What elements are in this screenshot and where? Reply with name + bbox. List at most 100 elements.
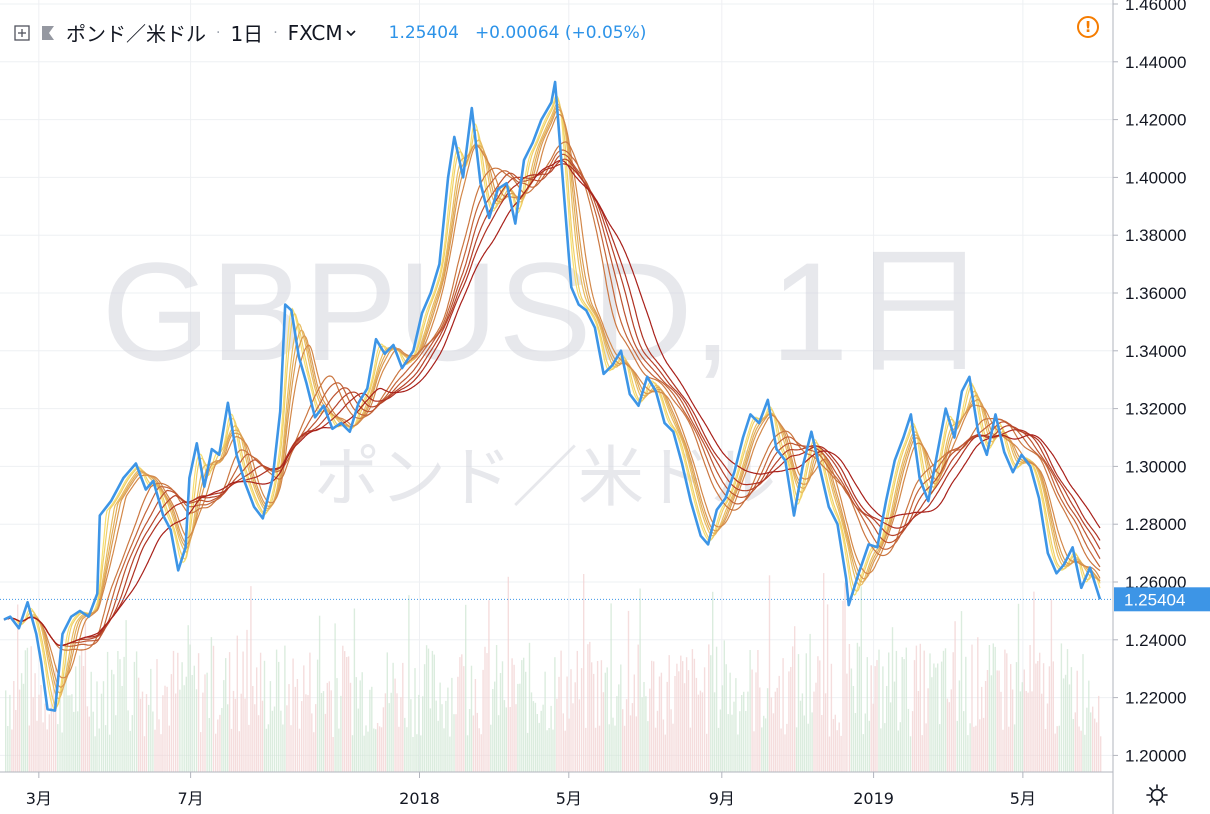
volume-bar (689, 727, 692, 772)
volume-bar (1019, 691, 1022, 772)
price-axis[interactable]: 1.46000 1.44000 1.42000 1.40000 1.38000 1.360… (1112, 0, 1210, 772)
volume-bar (221, 708, 223, 772)
volume-bar (478, 728, 480, 772)
volume-bar (1011, 689, 1014, 772)
volume-bar (622, 709, 624, 772)
volume-bar (369, 689, 371, 772)
volume-bar (187, 625, 189, 772)
gear-icon[interactable] (1145, 783, 1169, 807)
volume-bar (544, 671, 546, 772)
volume-bar (111, 669, 113, 772)
volume-bar (172, 650, 175, 772)
volume-bar (63, 672, 65, 772)
volume-bar (741, 695, 743, 772)
flag-icon[interactable] (40, 25, 56, 41)
volume-bar (905, 647, 907, 772)
volume-bar (799, 700, 802, 772)
volume-bar (1098, 695, 1100, 772)
volume-bar (753, 731, 755, 772)
volume-bar (398, 726, 400, 772)
volume-bar (332, 737, 334, 772)
volume-bar (542, 704, 544, 772)
volume-bar (503, 700, 506, 772)
volume-bar (969, 723, 971, 772)
volume-bar (5, 690, 7, 772)
volume-bar (439, 682, 441, 772)
volume-bar (433, 654, 435, 772)
volume-bar (380, 727, 383, 772)
volume-bar (610, 603, 612, 772)
volume-bar (572, 703, 574, 772)
volume-bar (303, 665, 305, 772)
volume-bar (858, 646, 861, 772)
volume-bar (170, 674, 173, 772)
volume-bar (445, 700, 447, 772)
volume-bar (459, 657, 461, 772)
volume-bar (298, 728, 301, 772)
volume-bar (682, 661, 684, 772)
warning-icon[interactable]: ! (1077, 16, 1099, 38)
exchange-label[interactable]: FXCM (287, 20, 343, 45)
volume-bar (645, 696, 647, 772)
interval-label[interactable]: 1日 (230, 22, 264, 46)
y-tick-label: 1.26000 (1125, 573, 1186, 592)
volume-bar (472, 715, 475, 772)
volume-bar (990, 675, 993, 772)
volume-bar (507, 576, 509, 772)
volume-bar (786, 723, 788, 772)
volume-bar (685, 657, 688, 772)
volume-bar (88, 716, 90, 772)
volume-bar (476, 712, 478, 772)
volume-bar (123, 656, 125, 772)
volume-bar (453, 714, 455, 772)
volume-bar (44, 703, 46, 772)
volume-bar (468, 709, 471, 772)
volume-bar (660, 672, 663, 772)
y-tick-label: 1.24000 (1125, 631, 1186, 650)
volume-bar (948, 702, 950, 772)
volume-bar (532, 701, 535, 772)
symbol-name[interactable]: ポンド／米ドル (66, 22, 206, 46)
ma-line (3, 163, 1101, 647)
volume-bar (75, 666, 77, 772)
volume-bar (1078, 726, 1080, 772)
volume-bar (78, 655, 81, 772)
crosshair-add-icon[interactable] (14, 24, 30, 41)
volume-bar (809, 633, 811, 772)
volume-bar (185, 676, 187, 772)
volume-bar (988, 645, 991, 772)
volume-bar (664, 734, 666, 772)
volume-bar (662, 719, 665, 772)
price-line[interactable] (3, 80, 1102, 712)
volume-bar (1052, 661, 1054, 772)
volume-bar (1068, 684, 1071, 772)
volume-bar (290, 725, 292, 772)
volume-bar (461, 654, 463, 772)
volume-bar (933, 663, 935, 772)
volume-bar (269, 681, 272, 772)
volume-bar (423, 664, 426, 772)
volume-bar (9, 694, 11, 772)
volume-bar (568, 718, 570, 772)
volume-bar (608, 724, 610, 772)
volume-bar (580, 668, 583, 772)
volume-bar (1084, 734, 1086, 772)
chevron-down-icon[interactable] (345, 25, 357, 41)
x-tick-label: 2019 (853, 789, 894, 808)
y-tick-label: 1.42000 (1125, 111, 1186, 130)
volume-bar (154, 729, 156, 772)
time-axis[interactable]: 3月 7月 2018 5月 9月 2019 5月 (0, 771, 1210, 814)
volume-bar (994, 646, 996, 772)
volume-bar (915, 645, 918, 772)
volume-bar (1025, 691, 1027, 772)
volume-bar (396, 693, 398, 772)
volume-bar (944, 648, 947, 772)
volume-bar (256, 667, 258, 772)
volume-bar (721, 685, 724, 772)
volume-bar (846, 673, 848, 772)
volume-bar (181, 662, 183, 772)
volume-bar (719, 709, 722, 772)
volume-bar (234, 698, 237, 772)
volume-bar (616, 696, 618, 772)
